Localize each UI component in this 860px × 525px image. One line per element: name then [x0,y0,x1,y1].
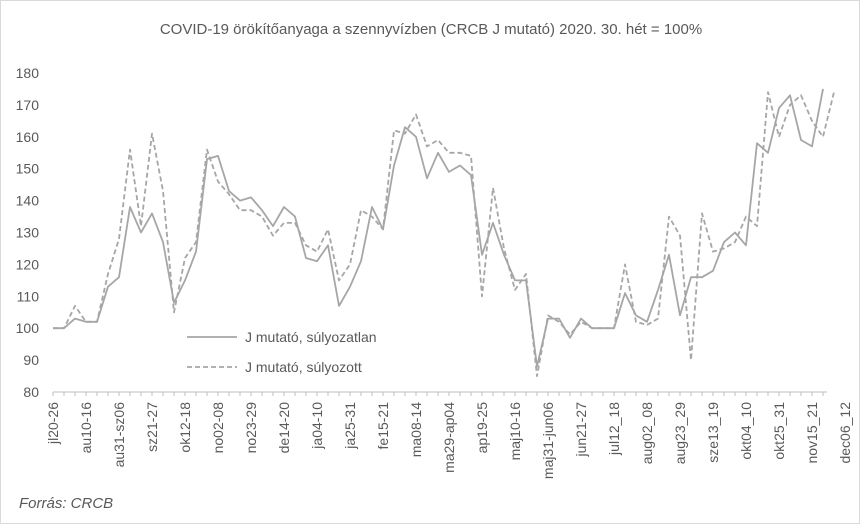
y-tick-label: 180 [16,65,40,81]
x-tick-label: sz21-27 [144,402,160,452]
x-tick-label: jul12_18 [606,402,622,456]
chart-title: COVID-19 örökítőanyaga a szennyvízben (C… [159,21,703,38]
x-tick-label: ja04-10 [309,402,325,450]
x-tick-label: ja25-31 [342,402,358,450]
x-tick-label: okt25_31 [771,402,787,460]
series-line-unweighted [53,88,824,368]
x-tick-label: au31-sz06 [111,402,127,468]
x-tick-label: maj31-jun06 [540,402,556,479]
y-tick-label: 90 [23,352,39,368]
source-note: Forrás: CRCB [19,495,114,512]
y-tick-label: 100 [16,320,40,336]
x-tick-label: ap19-25 [474,402,490,454]
x-tick-label: au10-16 [78,402,94,454]
x-tick-label: aug02_08 [639,402,655,465]
series-line-weighted [53,91,835,378]
x-tick-label: ma08-14 [408,402,424,457]
legend-label: J mutató, súlyozatlan [245,329,377,345]
x-tick-label: sze13_19 [705,402,721,463]
x-tick-label: jl20-26 [45,402,61,445]
y-tick-label: 80 [23,384,39,400]
x-tick-label: no23-29 [243,402,259,454]
x-tick-label: okt04_10 [738,402,754,460]
x-tick-label: ok12-18 [177,402,193,453]
y-tick-label: 130 [16,225,40,241]
y-tick-label: 120 [16,256,40,272]
x-tick-label: maj10-16 [507,402,523,461]
y-tick-label: 170 [16,97,40,113]
x-tick-label: fe15-21 [375,402,391,450]
x-tick-label: no02-08 [210,402,226,454]
x-tick-label: ma29-ap04 [441,402,457,473]
x-tick-label: de14-20 [276,402,292,454]
x-tick-label: nov15_21 [804,402,820,464]
x-tick-label: dec06_12 [837,402,853,464]
x-tick-label: aug23_29 [672,402,688,465]
y-tick-label: 140 [16,193,40,209]
y-tick-label: 110 [17,288,40,304]
legend-label: J mutató, súlyozott [245,359,362,375]
x-tick-label: jun21-27 [573,402,589,458]
y-tick-label: 160 [16,129,40,145]
y-tick-label: 150 [16,161,40,177]
